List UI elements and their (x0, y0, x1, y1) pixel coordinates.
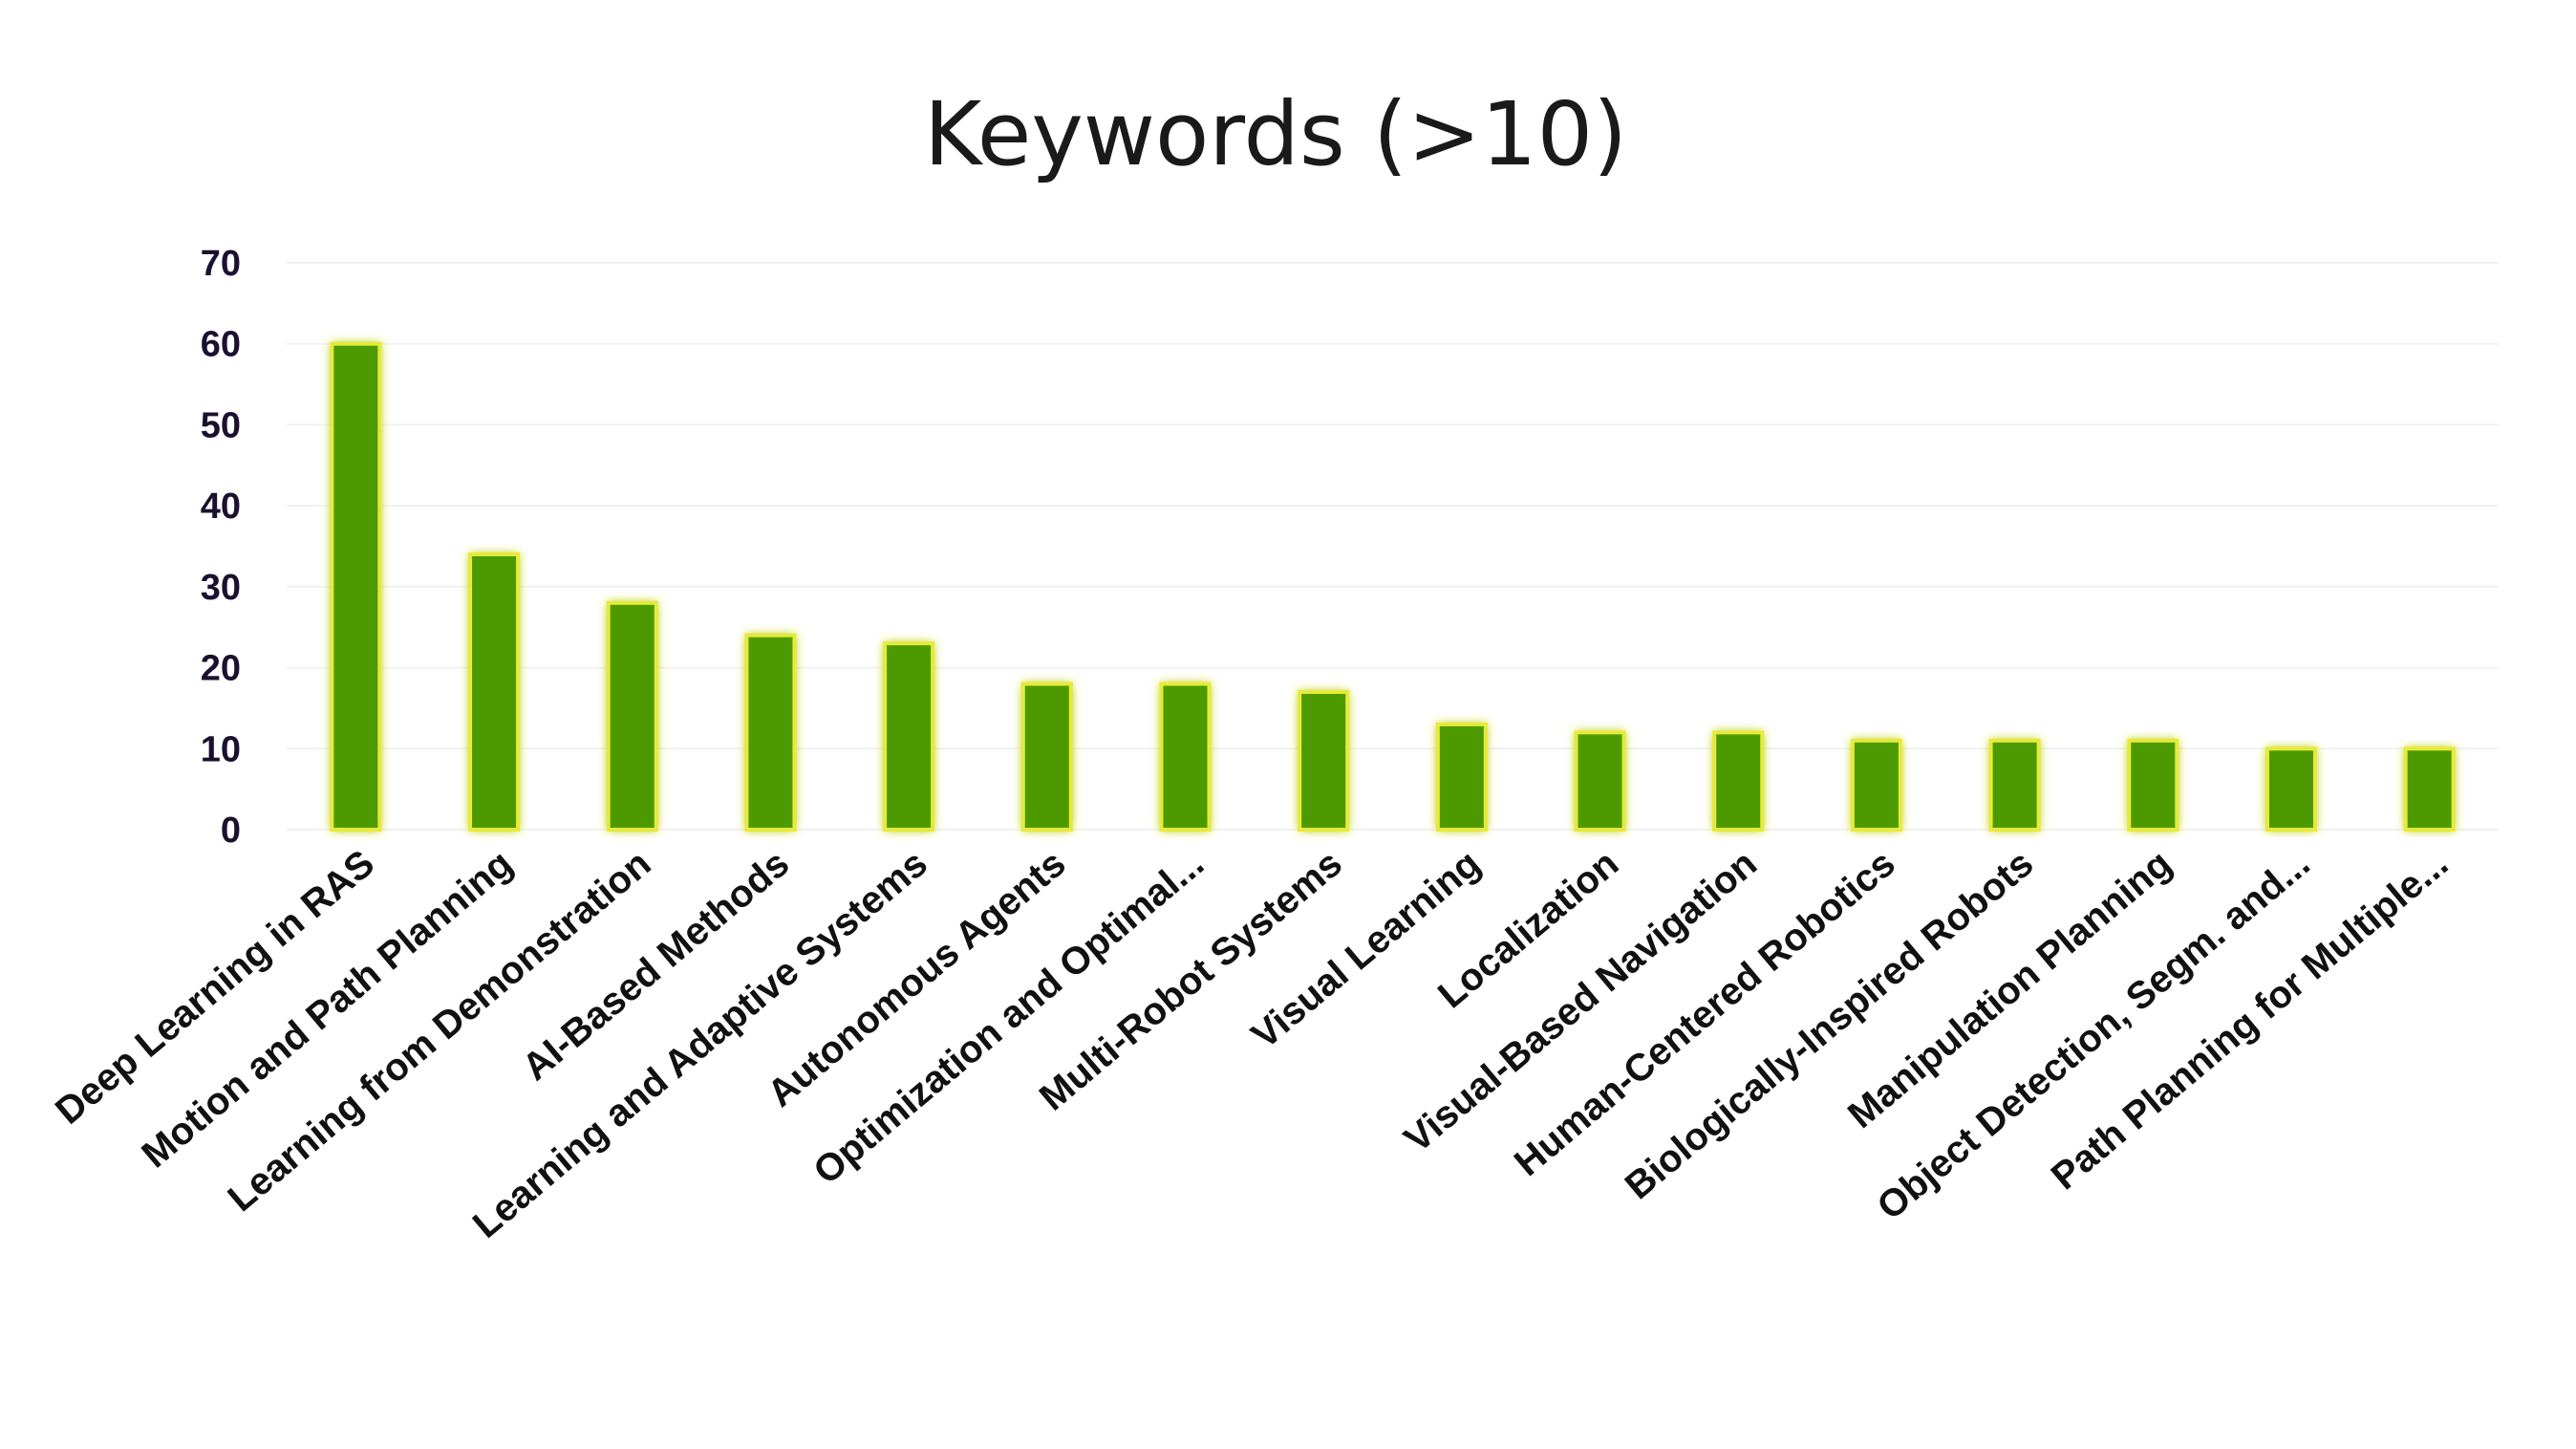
y-tick-label: 40 (201, 487, 241, 527)
bar (2265, 746, 2317, 832)
bars (330, 341, 2456, 833)
bar (1020, 681, 1073, 832)
y-tick-label: 50 (201, 405, 241, 445)
bar (606, 600, 658, 832)
y-tick-label: 10 (201, 729, 241, 769)
y-tick-label: 30 (201, 568, 241, 608)
y-tick-label: 0 (221, 811, 241, 851)
y-tick-label: 20 (201, 649, 241, 689)
bar (1712, 730, 1765, 832)
x-tick-label: Visual Learning (1244, 842, 1489, 1057)
bar (2403, 746, 2456, 832)
bar (468, 551, 521, 832)
bar (1574, 730, 1626, 832)
bar (883, 641, 935, 833)
bar (1159, 681, 1212, 832)
chart-title: Keywords (>10) (924, 83, 1627, 185)
y-tick-label: 70 (201, 244, 241, 284)
y-axis: 0 10 20 30 40 50 60 70 (201, 244, 241, 851)
x-tick-label: AI-Based Methods (515, 842, 798, 1089)
bar (1435, 722, 1488, 832)
bar (2127, 738, 2179, 832)
bar (330, 341, 382, 832)
y-tick-label: 60 (201, 325, 241, 365)
bar (1988, 738, 2041, 832)
bar (744, 633, 797, 833)
bar (1850, 738, 1902, 832)
bar (1298, 689, 1350, 832)
